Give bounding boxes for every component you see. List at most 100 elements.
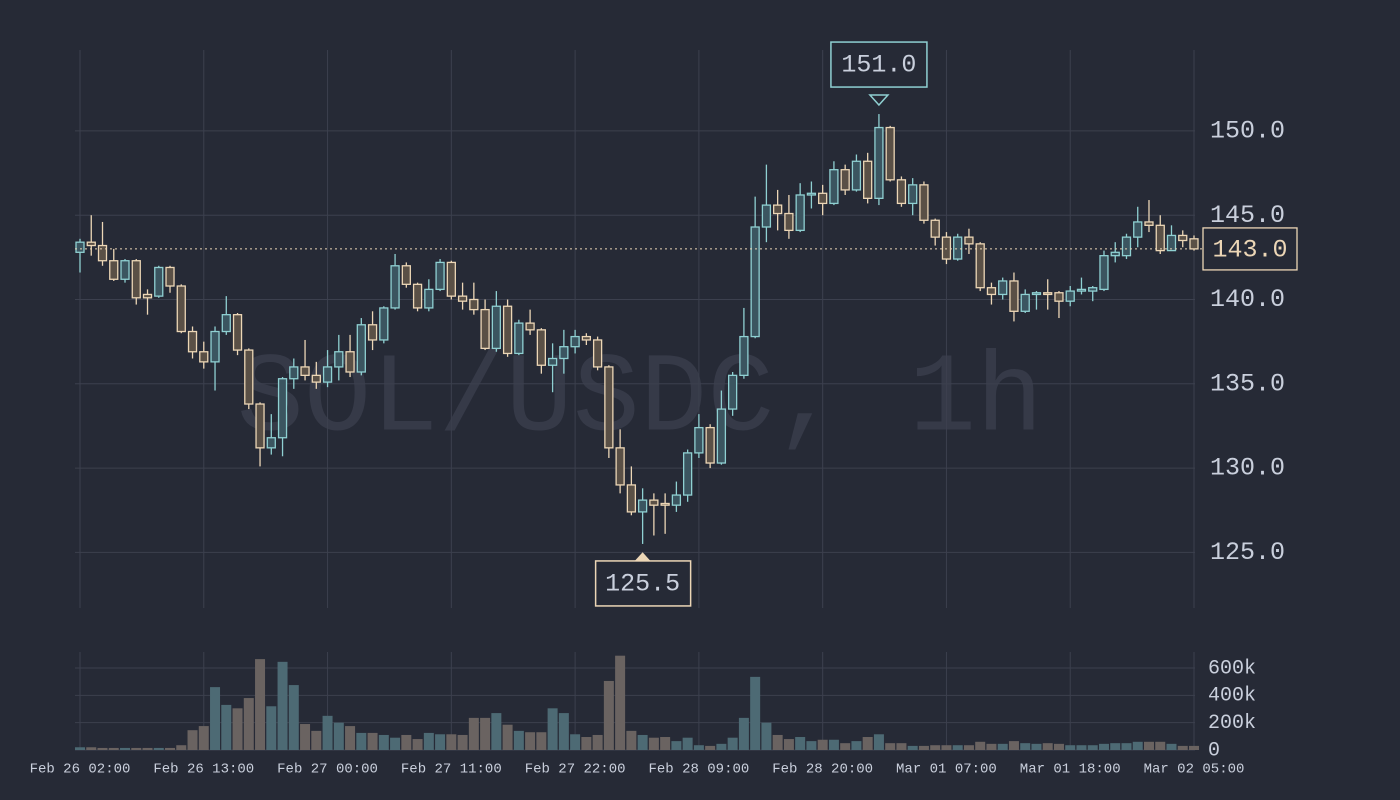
candle-body bbox=[840, 169, 850, 191]
candle-body bbox=[739, 335, 749, 377]
candle-body bbox=[604, 366, 614, 449]
max-label-box bbox=[830, 41, 928, 88]
min-label: 125.5 bbox=[605, 570, 680, 599]
volume-bar bbox=[828, 739, 839, 750]
volume-bar bbox=[176, 745, 187, 750]
candle-body bbox=[255, 403, 265, 449]
y-tick-label: 130.0 bbox=[1210, 454, 1285, 483]
volume-bar bbox=[772, 734, 783, 750]
candle-body bbox=[829, 169, 839, 205]
candle-body bbox=[1110, 251, 1120, 257]
volume-bar bbox=[1132, 741, 1143, 750]
volume-bar bbox=[806, 741, 817, 750]
candle-body bbox=[908, 184, 918, 205]
volume-bar bbox=[963, 745, 974, 750]
volume-bar bbox=[851, 741, 862, 750]
volume-bar bbox=[165, 747, 176, 750]
candle-body bbox=[502, 305, 513, 355]
candle-body bbox=[165, 266, 175, 287]
y-tick-label: 125.0 bbox=[1210, 538, 1285, 567]
volume-bar bbox=[356, 732, 367, 750]
volume-bar bbox=[198, 726, 209, 750]
volume-tick-label: 400k bbox=[1208, 685, 1256, 708]
candle-body bbox=[120, 260, 130, 280]
candle-body bbox=[930, 219, 940, 238]
candle-body bbox=[682, 452, 693, 496]
volume-tick-label: 200k bbox=[1208, 712, 1256, 735]
max-label: 151.0 bbox=[841, 51, 916, 80]
candle-body bbox=[131, 260, 141, 299]
x-tick-label: Mar 02 05:00 bbox=[1144, 762, 1245, 778]
volume-bar bbox=[300, 724, 311, 750]
x-tick-label: Feb 27 00:00 bbox=[277, 762, 378, 778]
last-price-box bbox=[1202, 227, 1298, 271]
candle-body bbox=[491, 305, 501, 350]
last-price-label: 143.0 bbox=[1212, 236, 1287, 265]
candle-body bbox=[998, 280, 1008, 296]
candle-body bbox=[705, 426, 715, 464]
volume-bar bbox=[457, 734, 468, 750]
volume-bar bbox=[187, 730, 198, 750]
x-tick-label: Feb 26 02:00 bbox=[30, 762, 131, 778]
candle-body bbox=[941, 236, 952, 260]
volume-bar bbox=[682, 737, 693, 750]
candle-body bbox=[1076, 288, 1087, 292]
volume-bar bbox=[367, 732, 378, 750]
volume-bar bbox=[401, 734, 412, 750]
candle-body bbox=[1178, 234, 1188, 242]
volume-bar bbox=[333, 722, 344, 750]
candle-body bbox=[964, 236, 974, 245]
x-tick-label: Feb 28 09:00 bbox=[648, 762, 749, 778]
candle-body bbox=[806, 192, 817, 196]
candle-body bbox=[210, 330, 220, 363]
candle-body bbox=[637, 499, 648, 513]
volume-bar bbox=[862, 737, 873, 750]
volume-bar bbox=[131, 747, 142, 750]
volume-bar bbox=[738, 717, 749, 750]
candle-body bbox=[1043, 292, 1053, 296]
candle-body bbox=[356, 324, 366, 373]
volume-bar bbox=[626, 730, 637, 750]
candle-body bbox=[232, 314, 243, 351]
volume-bar bbox=[705, 745, 716, 750]
candle-body bbox=[266, 437, 276, 449]
candle-body bbox=[1144, 221, 1154, 226]
volume-bar bbox=[75, 747, 85, 750]
candle-body bbox=[818, 192, 828, 205]
candle-body bbox=[379, 307, 389, 341]
volume-bar bbox=[896, 743, 907, 750]
x-tick-label: Mar 01 07:00 bbox=[896, 762, 997, 778]
volume-bar bbox=[817, 739, 828, 750]
candle-body bbox=[334, 351, 344, 368]
volume-bar bbox=[592, 734, 603, 750]
volume-bar bbox=[412, 739, 423, 750]
volume-bar bbox=[311, 730, 322, 750]
candle-body bbox=[446, 261, 456, 297]
volume-bar bbox=[243, 698, 254, 750]
volume-bar bbox=[1020, 743, 1031, 750]
candle-body bbox=[975, 243, 985, 289]
candle-body bbox=[863, 160, 873, 200]
candle-body bbox=[176, 285, 186, 333]
volume-tick-label: 0 bbox=[1208, 739, 1220, 762]
volume-bar bbox=[840, 743, 851, 750]
volume-bar bbox=[435, 734, 446, 750]
candle-body bbox=[536, 329, 547, 366]
volume-bar bbox=[277, 661, 288, 750]
candle-body bbox=[592, 339, 603, 368]
volume-bar bbox=[1121, 743, 1132, 750]
volume-bar bbox=[1008, 741, 1019, 750]
volume-bar bbox=[1177, 745, 1188, 750]
candle-body bbox=[896, 179, 907, 205]
candle-body bbox=[885, 126, 895, 181]
candle-body bbox=[97, 244, 108, 262]
volume-bar bbox=[547, 708, 558, 750]
candle-body bbox=[1009, 280, 1019, 312]
volume-bar bbox=[525, 732, 536, 750]
volume-bar bbox=[86, 747, 97, 750]
volume-bar bbox=[941, 745, 952, 750]
candle-body bbox=[761, 204, 772, 228]
candle-body bbox=[784, 212, 794, 232]
